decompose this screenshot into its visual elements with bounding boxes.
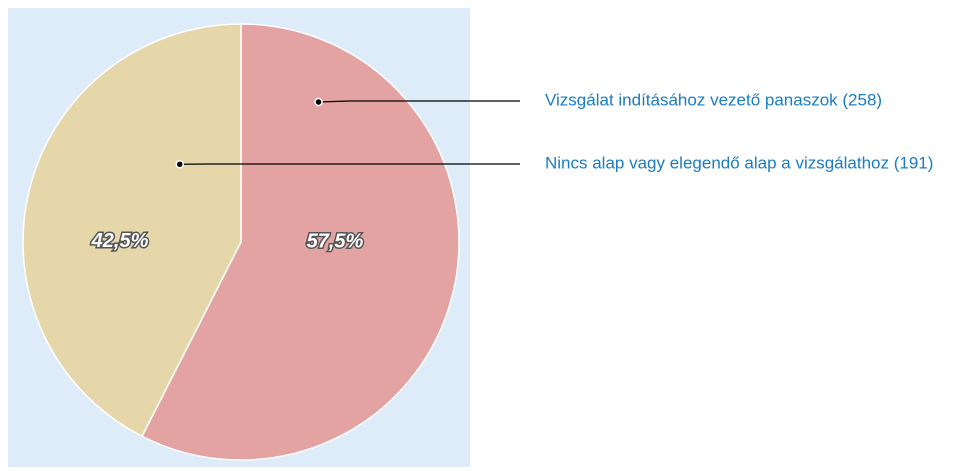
- leader-line: [318, 100, 520, 103]
- data-label: 42,5%: [91, 230, 149, 252]
- legend-label: Vizsgálat indításához vezető panaszok (2…: [545, 90, 882, 109]
- legend-label: Nincs alap vagy elegendő alap a vizsgála…: [545, 153, 933, 172]
- pie-slice: [141, 23, 460, 461]
- leader-dot: [314, 97, 323, 107]
- data-label: 57,5%: [307, 230, 364, 252]
- pie-slice: [22, 23, 242, 438]
- leader-dot: [175, 160, 184, 169]
